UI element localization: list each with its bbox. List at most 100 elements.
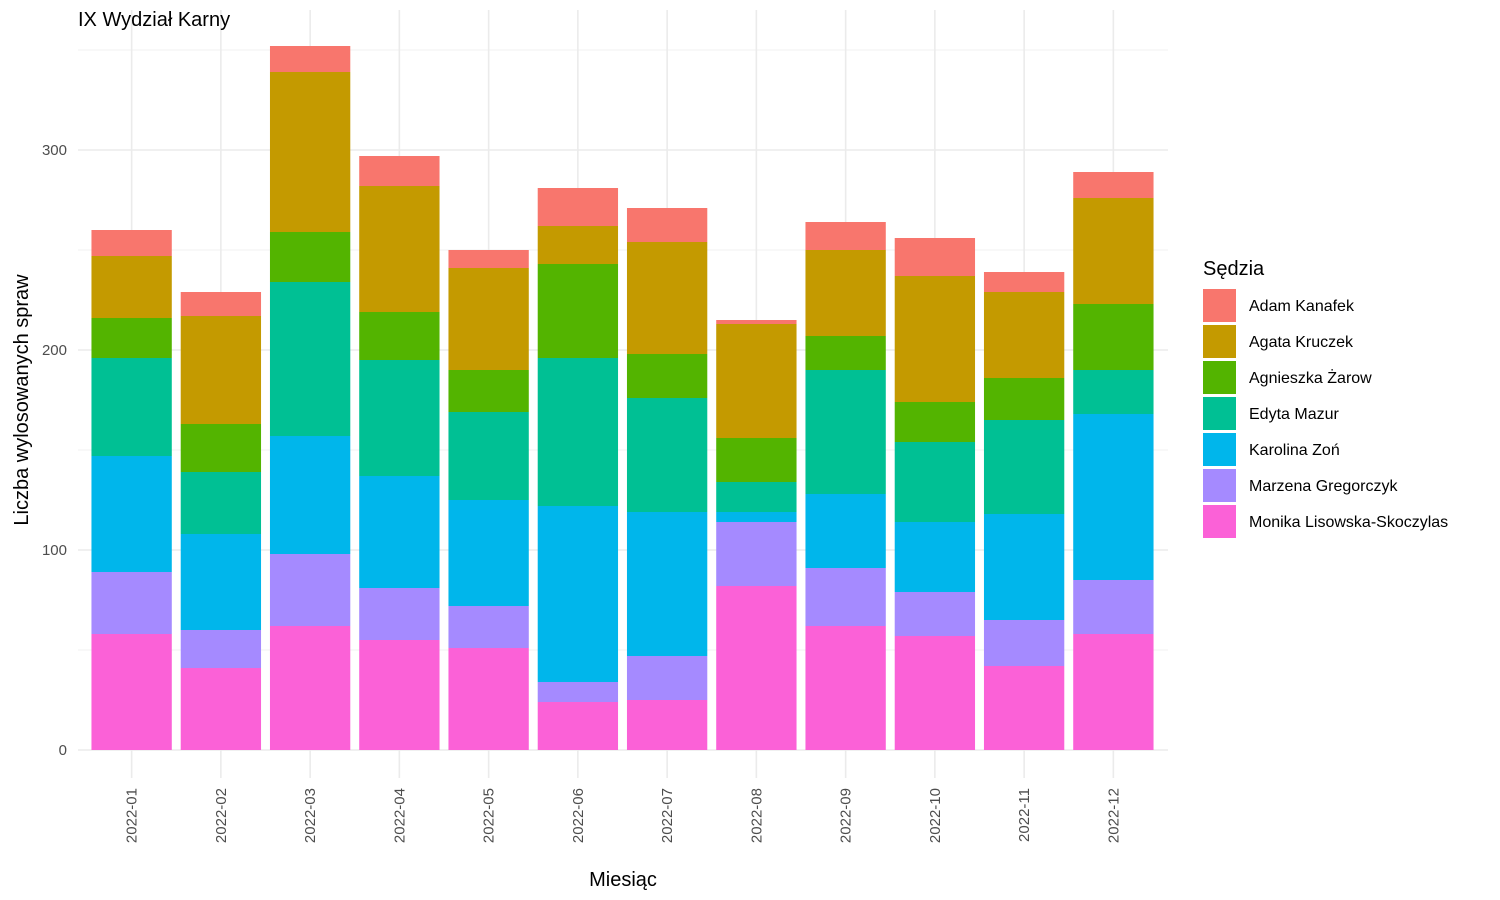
- bar-segment: [448, 648, 529, 750]
- bar-segment: [269, 626, 351, 750]
- bar-segment: [805, 370, 886, 494]
- y-tick-label: 200: [42, 342, 67, 359]
- bar-segment: [626, 656, 708, 700]
- legend-label: Karolina Zoń: [1249, 442, 1340, 459]
- bar-segment: [626, 398, 708, 512]
- bar-segment: [716, 512, 797, 522]
- y-tick-label: 100: [42, 542, 67, 559]
- legend-label: Agata Kruczek: [1249, 334, 1354, 351]
- bar-segment: [180, 424, 262, 472]
- bar-segment: [626, 242, 708, 354]
- bar-segment: [805, 568, 886, 626]
- legend: Sędzia Adam Kanafek Agata Kruczek Agnieszk…: [1203, 258, 1448, 538]
- bar-segment: [1073, 198, 1154, 304]
- bar-segment: [626, 512, 708, 656]
- y-tick-label: 300: [42, 142, 67, 159]
- bar-segment: [805, 626, 886, 750]
- legend-label: Agnieszka Żarow: [1249, 368, 1372, 387]
- bar-segment: [983, 666, 1065, 750]
- bar-segment: [91, 634, 172, 750]
- bar-segment: [983, 292, 1065, 378]
- bar-segment: [983, 272, 1065, 292]
- legend-swatch: [1203, 325, 1236, 358]
- bar-segment: [716, 586, 797, 750]
- bar-segment: [716, 320, 797, 324]
- bar-segment: [805, 336, 886, 370]
- bar-segment: [359, 186, 440, 312]
- x-tick-label: 2022-11: [1016, 788, 1033, 842]
- bar-segment: [805, 494, 886, 568]
- bar-segment: [537, 702, 619, 750]
- bar-segment: [180, 292, 262, 316]
- bar-segment: [91, 572, 172, 634]
- x-tick-label: 2022-04: [391, 788, 408, 843]
- bar-segment: [91, 230, 172, 256]
- bar-segment: [359, 640, 440, 750]
- x-tick-label: 2022-03: [302, 788, 319, 843]
- bar-segment: [91, 358, 172, 456]
- x-tick-label: 2022-02: [213, 788, 230, 843]
- bar-segment: [1073, 172, 1154, 198]
- bar-segment: [448, 412, 529, 500]
- legend-swatch: [1203, 469, 1236, 502]
- legend-swatch: [1203, 433, 1236, 466]
- x-tick-label: 2022-12: [1105, 788, 1122, 843]
- y-axis-ticks: 0 100 200 300: [42, 142, 67, 759]
- bar-segment: [537, 358, 619, 506]
- bar-segment: [359, 476, 440, 588]
- bar-segment: [359, 156, 440, 186]
- x-tick-label: 2022-01: [124, 788, 141, 843]
- bar-segment: [894, 636, 976, 750]
- x-tick-label: 2022-05: [481, 788, 498, 843]
- bar-segment: [537, 188, 619, 226]
- bar-segment: [626, 354, 708, 398]
- bar-segment: [894, 238, 976, 276]
- bar-segment: [180, 472, 262, 534]
- bars: [91, 46, 1154, 750]
- bar-segment: [983, 514, 1065, 620]
- bar-segment: [537, 506, 619, 682]
- legend-label: Marzena Gregorczyk: [1249, 478, 1398, 495]
- bar-segment: [894, 442, 976, 522]
- x-tick-label: 2022-08: [748, 788, 765, 843]
- bar-segment: [91, 318, 172, 358]
- bar-segment: [269, 436, 351, 554]
- bar-segment: [626, 208, 708, 242]
- legend-label: Monika Lisowska-Skoczylas: [1249, 514, 1448, 531]
- bar-segment: [180, 668, 262, 750]
- legend-swatch: [1203, 505, 1236, 538]
- bar-segment: [359, 588, 440, 640]
- bar-segment: [269, 554, 351, 626]
- legend-label: Edyta Mazur: [1249, 406, 1339, 423]
- bar-segment: [537, 226, 619, 264]
- bar-segment: [805, 250, 886, 336]
- x-axis-title: Miesiąc: [589, 869, 657, 891]
- bar-segment: [983, 378, 1065, 420]
- bar-segment: [983, 620, 1065, 666]
- bar-segment: [180, 316, 262, 424]
- bar-segment: [91, 456, 172, 572]
- bar-segment: [983, 420, 1065, 514]
- legend-swatch: [1203, 289, 1236, 322]
- bar-segment: [537, 264, 619, 358]
- bar-segment: [448, 268, 529, 370]
- bar-segment: [359, 312, 440, 360]
- bar-segment: [448, 606, 529, 648]
- bar-segment: [1073, 634, 1154, 750]
- bar-segment: [448, 370, 529, 412]
- bar-segment: [269, 72, 351, 232]
- x-tick-label: 2022-06: [570, 788, 587, 843]
- bar-segment: [359, 360, 440, 476]
- bar-segment: [716, 522, 797, 586]
- y-axis-title: Liczba wylosowanych spraw: [11, 274, 33, 526]
- x-axis-ticks: 2022-01 2022-02 2022-03 2022-04 2022-05 2022-…: [124, 788, 1123, 843]
- legend-title: Sędzia: [1203, 258, 1265, 280]
- bar-segment: [448, 250, 529, 268]
- bar-segment: [1073, 370, 1154, 414]
- y-tick-label: 0: [59, 742, 67, 759]
- bar-segment: [269, 232, 351, 282]
- bar-segment: [448, 500, 529, 606]
- chart-title: IX Wydział Karny: [78, 9, 230, 31]
- bar-segment: [894, 276, 976, 402]
